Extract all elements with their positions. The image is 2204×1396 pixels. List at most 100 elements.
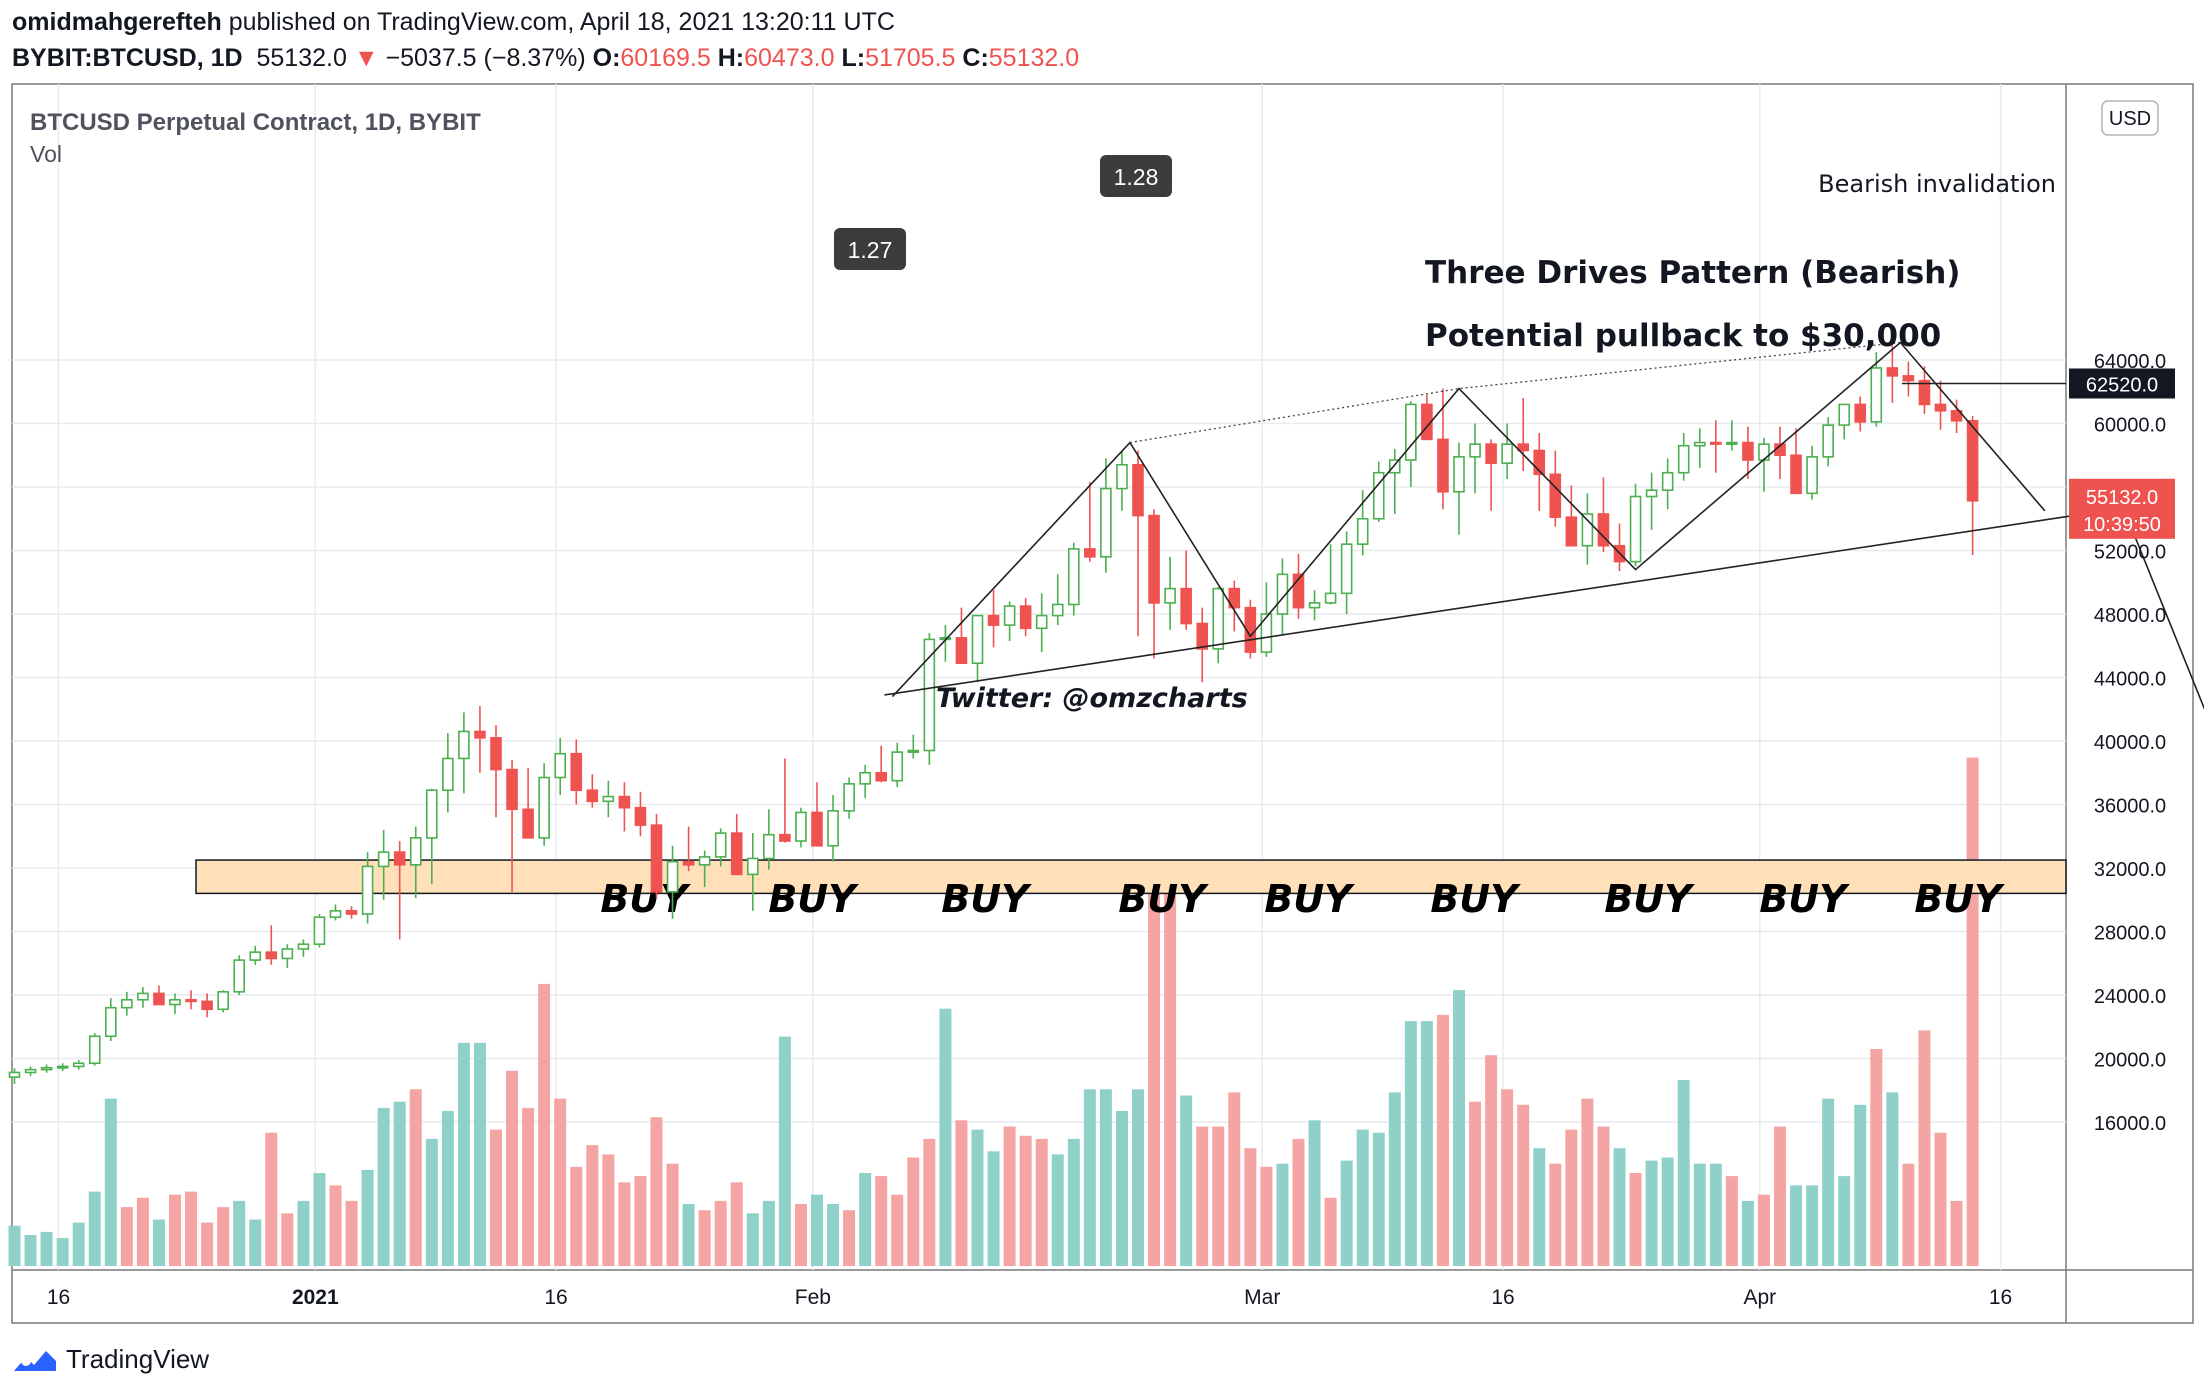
candle[interactable] — [1019, 598, 1032, 637]
candle[interactable] — [891, 742, 904, 788]
candle[interactable] — [1661, 458, 1674, 510]
candle[interactable] — [1950, 399, 1963, 434]
candle[interactable] — [1549, 450, 1562, 527]
candle[interactable] — [88, 1033, 101, 1066]
candle[interactable] — [1292, 553, 1305, 619]
candle[interactable] — [409, 826, 422, 899]
candle[interactable] — [506, 760, 518, 892]
candle[interactable] — [1340, 531, 1353, 614]
tradingview-logo[interactable]: TradingView — [12, 1344, 209, 1375]
candle[interactable] — [1180, 550, 1192, 630]
candle[interactable] — [153, 985, 165, 1006]
candle[interactable] — [1276, 558, 1289, 635]
pullback-arrow[interactable] — [2128, 521, 2204, 796]
candle[interactable] — [682, 826, 695, 872]
candle[interactable] — [56, 1063, 69, 1072]
candle[interactable] — [1806, 445, 1818, 500]
candle[interactable] — [72, 1060, 85, 1070]
candle[interactable] — [538, 763, 550, 846]
candle[interactable] — [1613, 523, 1626, 572]
candle[interactable] — [233, 955, 245, 995]
candle[interactable] — [40, 1064, 53, 1073]
candle[interactable] — [746, 833, 759, 911]
candle[interactable] — [313, 914, 326, 948]
candle[interactable] — [1469, 423, 1481, 494]
candle[interactable] — [185, 990, 197, 1010]
candle[interactable] — [1838, 403, 1850, 440]
candle[interactable] — [1164, 556, 1176, 630]
candle[interactable] — [1934, 380, 1947, 430]
candle[interactable] — [714, 828, 727, 867]
candle[interactable] — [1918, 366, 1931, 414]
candle[interactable] — [843, 777, 855, 819]
candle[interactable] — [1196, 607, 1208, 683]
candle[interactable] — [923, 633, 936, 765]
candle[interactable] — [1003, 601, 1016, 641]
candle[interactable] — [1356, 490, 1369, 556]
candle[interactable] — [442, 733, 454, 813]
candle[interactable] — [1421, 394, 1433, 441]
candle[interactable] — [1966, 415, 1979, 556]
candle[interactable] — [8, 1068, 21, 1084]
candle[interactable] — [1710, 420, 1722, 473]
candle[interactable] — [730, 814, 743, 876]
candle[interactable] — [345, 906, 358, 919]
candle[interactable] — [1051, 574, 1064, 626]
candle[interactable] — [987, 590, 1000, 648]
candle[interactable] — [217, 990, 229, 1013]
publisher-name[interactable]: omidmahgerefteh — [12, 8, 222, 36]
candle[interactable] — [1308, 590, 1321, 621]
candle[interactable] — [1100, 458, 1112, 573]
candle[interactable] — [1581, 493, 1594, 565]
candle[interactable] — [554, 737, 567, 795]
candle[interactable] — [1405, 401, 1417, 487]
candle[interactable] — [377, 829, 390, 900]
candle[interactable] — [169, 993, 181, 1015]
candle[interactable] — [1565, 485, 1578, 547]
candle[interactable] — [1372, 461, 1385, 522]
candle[interactable] — [1854, 396, 1867, 432]
candle[interactable] — [1068, 542, 1080, 616]
candle[interactable] — [1389, 448, 1401, 514]
candle[interactable] — [971, 614, 984, 683]
candle[interactable] — [1790, 428, 1802, 495]
candle[interactable] — [1742, 426, 1754, 480]
candle[interactable] — [265, 925, 278, 965]
candle[interactable] — [1035, 593, 1048, 653]
candle[interactable] — [393, 841, 406, 940]
candle[interactable] — [1501, 423, 1513, 480]
candle[interactable] — [329, 904, 342, 921]
candle[interactable] — [1212, 587, 1225, 664]
candle[interactable] — [666, 845, 679, 919]
candle[interactable] — [1902, 361, 1915, 397]
candle[interactable] — [490, 725, 502, 818]
candle[interactable] — [1597, 477, 1610, 553]
candle[interactable] — [1148, 509, 1160, 659]
candle[interactable] — [1726, 420, 1738, 451]
support-trendline[interactable] — [884, 510, 2105, 696]
candle[interactable] — [137, 987, 149, 1008]
candle[interactable] — [425, 788, 438, 884]
candle[interactable] — [24, 1066, 37, 1076]
candle[interactable] — [586, 774, 599, 808]
candle[interactable] — [249, 945, 262, 965]
candle[interactable] — [811, 782, 823, 847]
candle[interactable] — [875, 745, 888, 783]
candle[interactable] — [859, 764, 871, 799]
candle[interactable] — [1629, 483, 1642, 567]
candle[interactable] — [1517, 398, 1529, 472]
candle[interactable] — [121, 991, 133, 1016]
candle[interactable] — [297, 939, 310, 957]
candle[interactable] — [1132, 450, 1144, 637]
candle[interactable] — [698, 850, 711, 888]
candle[interactable] — [1693, 428, 1706, 468]
candle[interactable] — [458, 712, 470, 794]
candle[interactable] — [1324, 544, 1337, 605]
candle[interactable] — [1774, 426, 1786, 480]
candle[interactable] — [105, 998, 117, 1042]
candle[interactable] — [474, 706, 486, 773]
candle[interactable] — [522, 767, 534, 839]
candle[interactable] — [1822, 417, 1834, 467]
candle[interactable] — [795, 807, 807, 848]
